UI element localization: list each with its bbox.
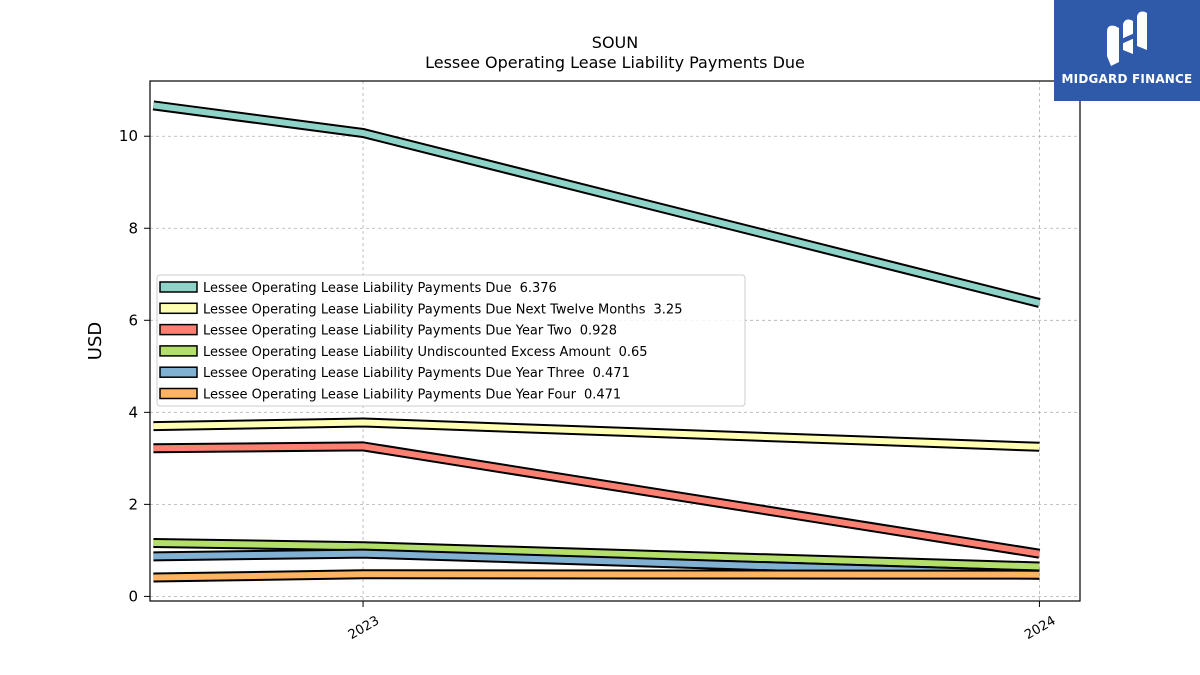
y-tick-label: 2: [128, 495, 138, 513]
legend-series-value: 6.376: [520, 281, 557, 296]
legend-swatch: [159, 366, 198, 378]
series-line-outline-0: [152, 100, 1041, 308]
legend: Lessee Operating Lease Liability Payment…: [156, 274, 746, 407]
series-line-3: [153, 540, 1040, 570]
legend-swatch: [159, 345, 198, 357]
y-tick-label: 10: [119, 127, 138, 145]
legend-swatch: [159, 387, 198, 400]
legend-swatch: [159, 302, 198, 315]
legend-series-name: Lessee Operating Lease Liability Payment…: [203, 281, 512, 296]
legend-label: Lessee Operating Lease Liability Payment…: [203, 388, 621, 403]
brand-logo: MIDGARD FINANCE: [1054, 0, 1200, 101]
legend-label: Lessee Operating Lease Liability Payment…: [203, 281, 557, 296]
series-line-5: [153, 571, 1040, 581]
legend-series-value: 0.65: [619, 345, 648, 360]
legend-swatch: [159, 323, 198, 336]
y-tick-label: 4: [128, 403, 138, 421]
legend-label: Lessee Operating Lease Liability Undisco…: [203, 345, 648, 360]
legend-series-name: Lessee Operating Lease Liability Payment…: [203, 324, 572, 339]
y-axis-label: USD: [85, 322, 106, 360]
x-tick-label: 2023: [346, 613, 382, 643]
legend-series-value: 3.25: [654, 302, 683, 317]
series-line-1: [153, 419, 1040, 450]
logo-text: MIDGARD FINANCE: [1061, 72, 1193, 86]
chart-subtitle: Lessee Operating Lease Liability Payment…: [425, 53, 805, 72]
y-tick-label: 6: [128, 311, 138, 329]
plot-area: [149, 80, 1081, 602]
legend-label: Lessee Operating Lease Liability Payment…: [203, 324, 617, 339]
legend-series-value: 0.471: [593, 366, 630, 381]
legend-series-name: Lessee Operating Lease Liability Payment…: [203, 366, 585, 381]
series-line-outline-2: [153, 441, 1041, 559]
series-line-2: [153, 443, 1040, 557]
chart-title: SOUN: [592, 33, 638, 52]
legend-series-value: 0.471: [584, 388, 621, 403]
legend-label: Lessee Operating Lease Liability Payment…: [203, 302, 682, 317]
midgard-logo-icon: [1107, 11, 1147, 67]
series-lines: [152, 100, 1041, 583]
legend-series-value: 0.928: [580, 324, 617, 339]
series-line-4: [153, 550, 1040, 578]
series-line-0: [153, 102, 1041, 306]
y-tick-label: 8: [128, 219, 138, 237]
legend-series-name: Lessee Operating Lease Liability Payment…: [203, 302, 646, 317]
legend-series-name: Lessee Operating Lease Liability Payment…: [203, 388, 577, 403]
legend-swatch: [159, 281, 198, 293]
legend-box: [156, 274, 746, 407]
legend-label: Lessee Operating Lease Liability Payment…: [203, 366, 630, 381]
legend-series-name: Lessee Operating Lease Liability Undisco…: [203, 345, 611, 360]
y-tick-label: 0: [128, 587, 138, 605]
x-tick-label: 2024: [1022, 613, 1058, 643]
